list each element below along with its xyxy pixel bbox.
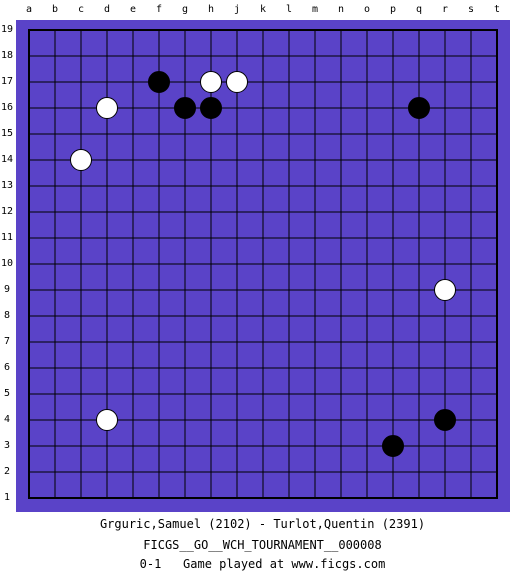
row-label: 18 — [0, 50, 14, 61]
column-label: f — [155, 4, 163, 15]
black-stone — [408, 97, 430, 119]
row-label: 8 — [3, 310, 11, 321]
row-label: 12 — [0, 206, 14, 217]
row-label: 5 — [3, 388, 11, 399]
black-stone — [174, 97, 196, 119]
players-line: Grguric,Samuel (2102) - Turlot,Quentin (… — [99, 517, 426, 531]
column-label: c — [77, 4, 85, 15]
black-stone — [200, 97, 222, 119]
go-board[interactable] — [16, 20, 510, 512]
result-line: 0-1 Game played at www.ficgs.com — [139, 557, 386, 571]
column-label: g — [181, 4, 189, 15]
board-grid — [28, 29, 498, 499]
column-label: a — [25, 4, 33, 15]
row-label: 7 — [3, 336, 11, 347]
white-stone — [70, 149, 92, 171]
row-label: 3 — [3, 440, 11, 451]
column-label: n — [337, 4, 345, 15]
row-label: 13 — [0, 180, 14, 191]
column-label: q — [415, 4, 423, 15]
white-stone — [96, 97, 118, 119]
row-label: 1 — [3, 492, 11, 503]
column-label: h — [207, 4, 215, 15]
column-label: d — [103, 4, 111, 15]
column-label: r — [441, 4, 449, 15]
row-label: 11 — [0, 232, 14, 243]
row-label: 14 — [0, 154, 14, 165]
row-label: 2 — [3, 466, 11, 477]
white-stone — [200, 71, 222, 93]
event-line: FICGS__GO__WCH_TOURNAMENT__000008 — [143, 538, 382, 552]
black-stone — [382, 435, 404, 457]
column-label: o — [363, 4, 371, 15]
row-label: 19 — [0, 24, 14, 35]
column-label: p — [389, 4, 397, 15]
row-label: 15 — [0, 128, 14, 139]
row-label: 9 — [3, 284, 11, 295]
row-label: 6 — [3, 362, 11, 373]
column-label: j — [233, 4, 241, 15]
column-label: b — [51, 4, 59, 15]
row-label: 4 — [3, 414, 11, 425]
row-label: 17 — [0, 76, 14, 87]
white-stone — [226, 71, 248, 93]
column-label: m — [311, 4, 319, 15]
row-label: 10 — [0, 258, 14, 269]
board-border — [28, 29, 498, 499]
column-label: s — [467, 4, 475, 15]
column-label: k — [259, 4, 267, 15]
black-stone — [148, 71, 170, 93]
column-label: e — [129, 4, 137, 15]
black-stone — [434, 409, 456, 431]
column-label: t — [493, 4, 501, 15]
column-label: l — [285, 4, 293, 15]
row-label: 16 — [0, 102, 14, 113]
white-stone — [96, 409, 118, 431]
white-stone — [434, 279, 456, 301]
